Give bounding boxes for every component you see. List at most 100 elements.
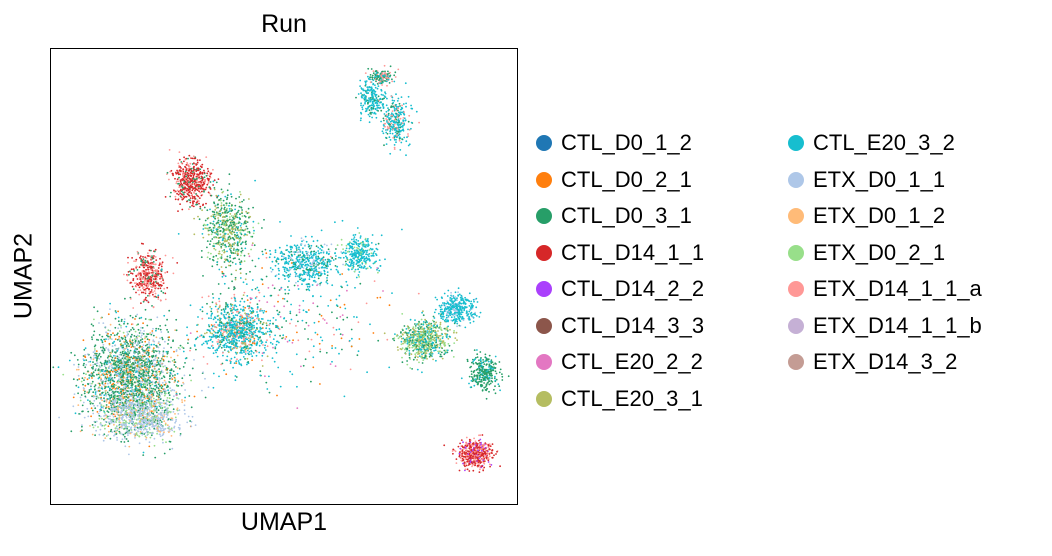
data-point	[137, 341, 139, 344]
data-point	[229, 237, 232, 240]
data-point	[144, 361, 147, 364]
data-point	[147, 294, 149, 297]
data-point	[103, 394, 106, 397]
data-point	[232, 218, 235, 220]
data-point	[108, 389, 111, 392]
data-point	[127, 371, 129, 374]
data-point	[206, 183, 209, 186]
data-point	[166, 424, 169, 427]
data-point	[57, 366, 60, 369]
data-point	[265, 327, 268, 330]
data-point	[108, 394, 111, 397]
data-point	[178, 424, 181, 426]
data-point	[151, 380, 154, 383]
data-point	[217, 206, 219, 209]
data-point	[109, 397, 112, 400]
data-point	[113, 364, 116, 367]
data-point	[189, 201, 192, 204]
data-point	[112, 418, 114, 421]
data-point	[82, 389, 85, 392]
data-point	[110, 369, 113, 372]
data-point	[151, 423, 154, 426]
data-point	[118, 353, 121, 356]
data-point	[161, 434, 164, 437]
data-point	[147, 279, 149, 282]
data-point	[159, 283, 161, 286]
data-point	[125, 363, 128, 366]
data-point	[148, 249, 151, 252]
data-point	[171, 172, 174, 175]
data-point	[216, 261, 219, 264]
data-point	[226, 322, 229, 325]
data-point	[212, 223, 214, 225]
data-point	[163, 412, 165, 415]
data-point	[193, 195, 196, 198]
data-point	[140, 377, 143, 380]
data-point	[210, 233, 213, 236]
data-point	[142, 360, 145, 362]
data-point	[192, 188, 195, 190]
data-point	[213, 187, 216, 189]
data-point	[102, 374, 105, 377]
data-point	[183, 196, 186, 199]
data-point	[151, 269, 154, 272]
data-point	[153, 397, 155, 400]
data-point	[131, 327, 134, 329]
data-point	[91, 395, 93, 398]
data-point	[153, 255, 155, 257]
data-point	[240, 226, 243, 229]
data-point	[115, 417, 118, 420]
data-point	[129, 368, 132, 371]
data-point	[154, 350, 156, 352]
data-point	[139, 289, 142, 291]
data-point	[220, 243, 223, 246]
data-point	[101, 417, 103, 420]
data-point	[245, 273, 248, 275]
data-point	[140, 334, 143, 337]
data-point	[137, 368, 140, 371]
data-point	[210, 215, 213, 218]
data-point	[117, 406, 119, 409]
data-point	[161, 438, 164, 441]
data-point	[254, 179, 256, 182]
data-point	[140, 426, 142, 429]
data-point	[181, 401, 184, 404]
data-point	[124, 383, 127, 386]
data-point	[118, 323, 121, 326]
data-point	[157, 413, 160, 415]
data-point	[140, 424, 143, 427]
data-point	[256, 311, 258, 313]
data-point	[198, 172, 201, 174]
data-point	[176, 169, 178, 172]
data-point	[138, 405, 141, 408]
data-point	[145, 296, 147, 299]
data-point	[134, 318, 136, 320]
data-point	[172, 174, 174, 177]
data-point	[95, 352, 98, 355]
data-point	[206, 240, 209, 243]
data-point	[141, 410, 143, 413]
data-point	[102, 343, 105, 346]
data-point	[261, 359, 263, 362]
data-point	[179, 344, 182, 347]
data-point	[163, 415, 165, 418]
data-point	[150, 363, 153, 365]
data-point	[136, 283, 139, 286]
data-point	[193, 173, 196, 176]
data-point	[104, 365, 106, 368]
data-point	[120, 318, 123, 321]
data-point	[124, 338, 127, 341]
data-point	[121, 375, 124, 378]
data-point	[235, 222, 238, 225]
data-point	[148, 277, 150, 279]
data-point	[158, 380, 161, 382]
data-point	[102, 372, 105, 375]
data-point	[92, 358, 95, 361]
data-point	[179, 169, 182, 172]
data-point	[154, 368, 156, 370]
data-point	[92, 334, 95, 336]
data-point	[92, 361, 94, 363]
data-point	[113, 404, 116, 407]
data-point	[131, 363, 133, 365]
data-point	[125, 398, 127, 401]
